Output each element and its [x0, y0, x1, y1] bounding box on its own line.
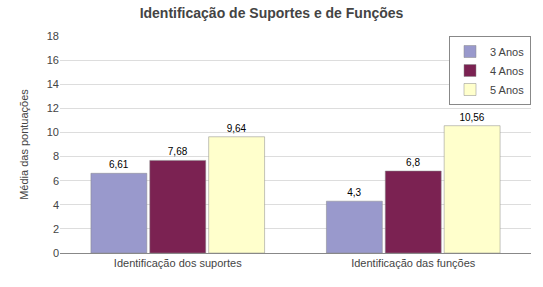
svg-text:4 Anos: 4 Anos — [490, 65, 524, 77]
svg-text:3 Anos: 3 Anos — [490, 46, 524, 58]
svg-text:0: 0 — [53, 247, 59, 259]
svg-text:4,3: 4,3 — [347, 187, 361, 198]
svg-text:8: 8 — [53, 150, 59, 162]
svg-text:4: 4 — [53, 199, 59, 211]
svg-text:16: 16 — [47, 54, 59, 66]
svg-text:Identificação das funções: Identificação das funções — [351, 257, 476, 269]
svg-text:14: 14 — [47, 78, 59, 90]
svg-text:Identificação dos suportes: Identificação dos suportes — [114, 257, 242, 269]
svg-text:12: 12 — [47, 102, 59, 114]
svg-text:9,64: 9,64 — [227, 123, 247, 134]
svg-text:Identificação de Suportes e de: Identificação de Suportes e de Funções — [140, 5, 404, 21]
svg-text:2: 2 — [53, 223, 59, 235]
svg-text:6,8: 6,8 — [406, 157, 420, 168]
svg-text:18: 18 — [47, 30, 59, 42]
svg-text:Média das pontuações: Média das pontuações — [18, 89, 30, 200]
svg-text:10,56: 10,56 — [459, 112, 484, 123]
svg-text:5 Anos: 5 Anos — [490, 84, 524, 96]
svg-text:6: 6 — [53, 175, 59, 187]
svg-text:6,61: 6,61 — [109, 159, 129, 170]
svg-text:7,68: 7,68 — [168, 146, 188, 157]
svg-text:10: 10 — [47, 126, 59, 138]
